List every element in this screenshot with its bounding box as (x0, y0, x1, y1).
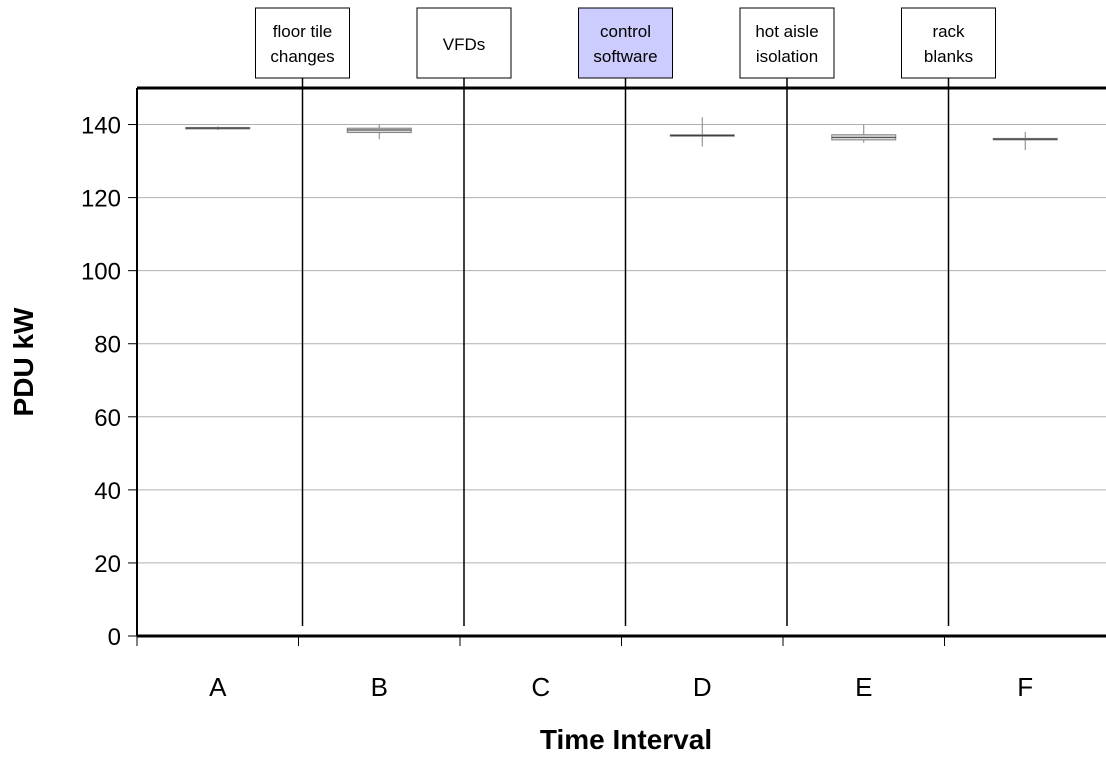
annotation-box-bg (902, 8, 996, 78)
x-tick-label: D (693, 672, 712, 702)
x-axis-title: Time Interval (540, 724, 712, 755)
gridlines (137, 125, 1106, 563)
annotation-box: floor tile changes (256, 8, 350, 78)
annotation-lines (303, 78, 949, 626)
y-tick-label: 60 (94, 405, 121, 432)
annotation-label-line2: blanks (924, 47, 973, 66)
box-E (832, 125, 896, 143)
y-tick-label: 40 (94, 478, 121, 505)
box-A (186, 126, 250, 130)
annotation-label-line2: changes (270, 47, 334, 66)
annotation-label-line1: VFDs (443, 35, 486, 54)
y-tick-label: 100 (81, 259, 121, 286)
annotation-box-bg (579, 8, 673, 78)
y-tick-label: 80 (94, 332, 121, 359)
y-axis-title: PDU kW (8, 307, 39, 416)
box-D (670, 117, 734, 146)
y-tick-label: 0 (108, 624, 121, 651)
annotation-box-bg (256, 8, 350, 78)
x-tick-label: F (1017, 672, 1033, 702)
annotation-label-line2: isolation (756, 47, 818, 66)
annotation-box: rack blanks (902, 8, 996, 78)
y-axis-ticks: 0 20 40 60 80 100 120 140 (81, 113, 137, 651)
annotation-label-line2: software (593, 47, 657, 66)
annotation-label-line1: rack (932, 22, 965, 41)
x-tick-label: E (855, 672, 872, 702)
y-tick-label: 20 (94, 551, 121, 578)
annotation-boxes: floor tile changes VFDs control software hot … (256, 8, 996, 78)
x-tick-label: C (531, 672, 550, 702)
x-axis-ticks: A B C D E F (137, 636, 1033, 702)
y-tick-label: 140 (81, 113, 121, 140)
annotation-box: VFDs (417, 8, 511, 78)
x-tick-label: B (371, 672, 388, 702)
box-B (347, 125, 411, 140)
annotation-box: hot aisle isolation (740, 8, 834, 78)
annotation-label-line1: hot aisle (755, 22, 818, 41)
y-tick-label: 120 (81, 186, 121, 213)
annotation-label-line1: floor tile (273, 22, 333, 41)
annotation-box-bg (740, 8, 834, 78)
x-tick-label: A (209, 672, 227, 702)
annotation-box: control software (579, 8, 673, 78)
box-F (993, 132, 1057, 150)
annotation-label-line1: control (600, 22, 651, 41)
boxes (186, 117, 1058, 150)
plot-frame (137, 88, 1106, 636)
